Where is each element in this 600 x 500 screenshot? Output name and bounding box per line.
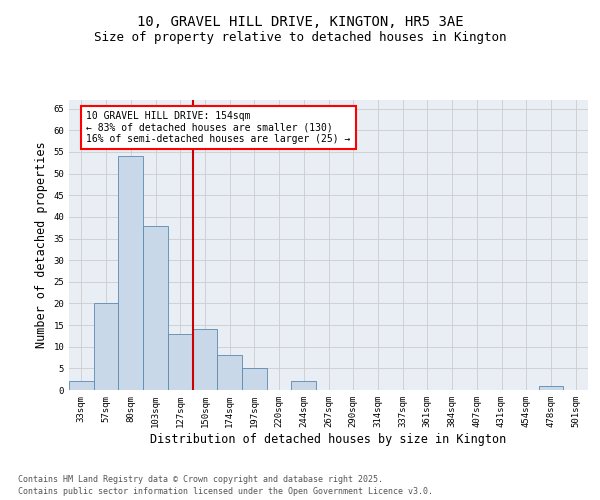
Bar: [242, 368, 267, 390]
Text: 10, GRAVEL HILL DRIVE, KINGTON, HR5 3AE: 10, GRAVEL HILL DRIVE, KINGTON, HR5 3AE: [137, 16, 463, 30]
Y-axis label: Number of detached properties: Number of detached properties: [35, 142, 48, 348]
Text: Contains HM Land Registry data © Crown copyright and database right 2025.: Contains HM Land Registry data © Crown c…: [18, 474, 383, 484]
Text: Size of property relative to detached houses in Kington: Size of property relative to detached ho…: [94, 31, 506, 44]
Bar: [118, 156, 143, 390]
Bar: [193, 330, 217, 390]
Bar: [69, 382, 94, 390]
Bar: [292, 382, 316, 390]
Bar: [94, 304, 118, 390]
Bar: [217, 356, 242, 390]
Text: 10 GRAVEL HILL DRIVE: 154sqm
← 83% of detached houses are smaller (130)
16% of s: 10 GRAVEL HILL DRIVE: 154sqm ← 83% of de…: [86, 111, 350, 144]
Text: Contains public sector information licensed under the Open Government Licence v3: Contains public sector information licen…: [18, 486, 433, 496]
Bar: [143, 226, 168, 390]
Bar: [539, 386, 563, 390]
Bar: [168, 334, 193, 390]
X-axis label: Distribution of detached houses by size in Kington: Distribution of detached houses by size …: [151, 432, 506, 446]
